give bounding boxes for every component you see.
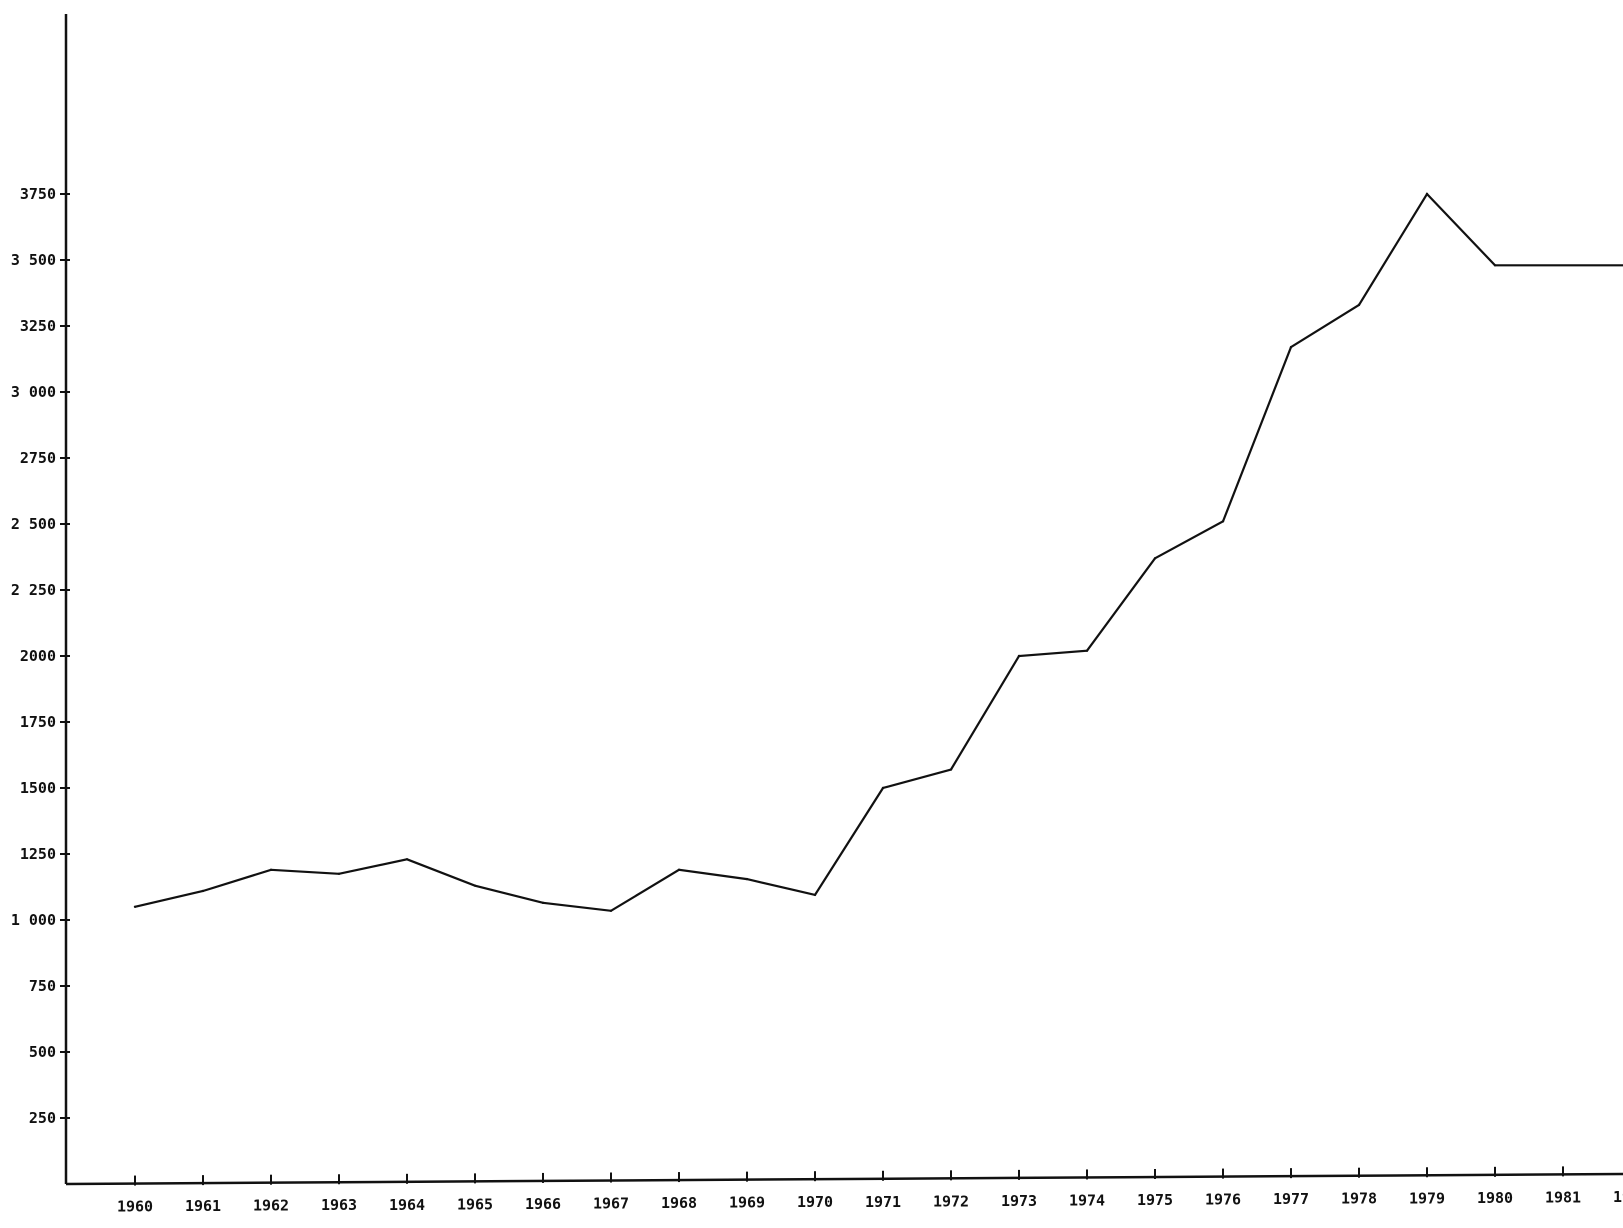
- y-tick-label: 3 000: [11, 383, 56, 401]
- x-tick-label: 1979: [1409, 1189, 1445, 1207]
- y-tick-label: 3750: [20, 185, 56, 203]
- x-tick-label: 1961: [185, 1197, 221, 1215]
- data-point: [473, 884, 477, 887]
- x-tick-label: 1972: [933, 1192, 969, 1210]
- data-point: [1153, 557, 1157, 560]
- x-tick-label: 1969: [729, 1194, 765, 1212]
- series: [133, 192, 1623, 912]
- data-point: [1289, 345, 1293, 349]
- data-point: [541, 901, 545, 905]
- data-point: [1017, 654, 1021, 658]
- axes: [64, 14, 1623, 1186]
- series-line: [134, 192, 1623, 912]
- y-tick-label: 500: [29, 1043, 56, 1061]
- tick-labels: 250 500 750 1 000 1250 1500 1750 2000 2 250 2 500…: [11, 185, 1623, 1216]
- data-point: [405, 858, 409, 861]
- data-point: [1493, 264, 1497, 267]
- x-tick-label: 1981: [1545, 1188, 1581, 1206]
- y-tick-label: 3250: [20, 317, 56, 335]
- y-tick-label: 2750: [20, 449, 56, 467]
- data-point: [813, 893, 817, 897]
- data-point: [337, 872, 341, 875]
- y-tick-label: 1250: [20, 845, 56, 863]
- data-point: [881, 786, 885, 790]
- data-point: [745, 877, 749, 881]
- data-point: [1085, 649, 1089, 652]
- x-tick-label: 1970: [797, 1193, 833, 1211]
- data-point: [1425, 192, 1429, 196]
- y-tick-label: 750: [29, 977, 56, 995]
- data-point: [1357, 303, 1361, 307]
- data-point: [1221, 520, 1225, 523]
- x-tick-label: 1964: [389, 1196, 425, 1214]
- data-point: [269, 868, 273, 872]
- x-tick-label: 1967: [593, 1194, 629, 1212]
- x-tick-label: 1973: [1001, 1192, 1037, 1210]
- x-tick-label: 1974: [1069, 1191, 1105, 1209]
- x-tick-label: 1962: [253, 1197, 289, 1215]
- data-point: [677, 868, 681, 872]
- x-tick-label: 1968: [661, 1194, 697, 1212]
- data-point: [609, 909, 613, 912]
- x-tick-label: 1975: [1137, 1191, 1173, 1209]
- data-point: [949, 768, 953, 771]
- x-tick-label: 1977: [1273, 1190, 1309, 1208]
- y-tick-label: 1 000: [11, 911, 56, 929]
- y-tick-label: 3 500: [11, 251, 56, 269]
- x-tick-label: 1980: [1477, 1189, 1513, 1207]
- x-tick-label: 1976: [1205, 1191, 1241, 1209]
- y-tick-label: 1500: [20, 779, 56, 797]
- y-tick-label: 250: [29, 1109, 56, 1127]
- x-tick-label: 1978: [1341, 1190, 1377, 1208]
- x-tick-label: 1963: [321, 1196, 357, 1214]
- data-point: [133, 905, 137, 908]
- tick-marks: [60, 193, 1564, 1186]
- x-axis-line: [65, 1172, 1623, 1186]
- x-tick-label: 1971: [865, 1193, 901, 1211]
- y-tick-label: 2 500: [11, 515, 56, 533]
- data-point: [201, 889, 205, 893]
- x-tick-label: 1966: [525, 1195, 561, 1213]
- x-tick-label: 1960: [117, 1198, 153, 1216]
- x-tick-label: 1982: [1613, 1188, 1623, 1206]
- x-tick-label: 1965: [457, 1195, 493, 1213]
- y-tick-label: 2 250: [11, 581, 56, 599]
- y-tick-label: 2000: [20, 647, 56, 665]
- y-tick-label: 1750: [20, 713, 56, 731]
